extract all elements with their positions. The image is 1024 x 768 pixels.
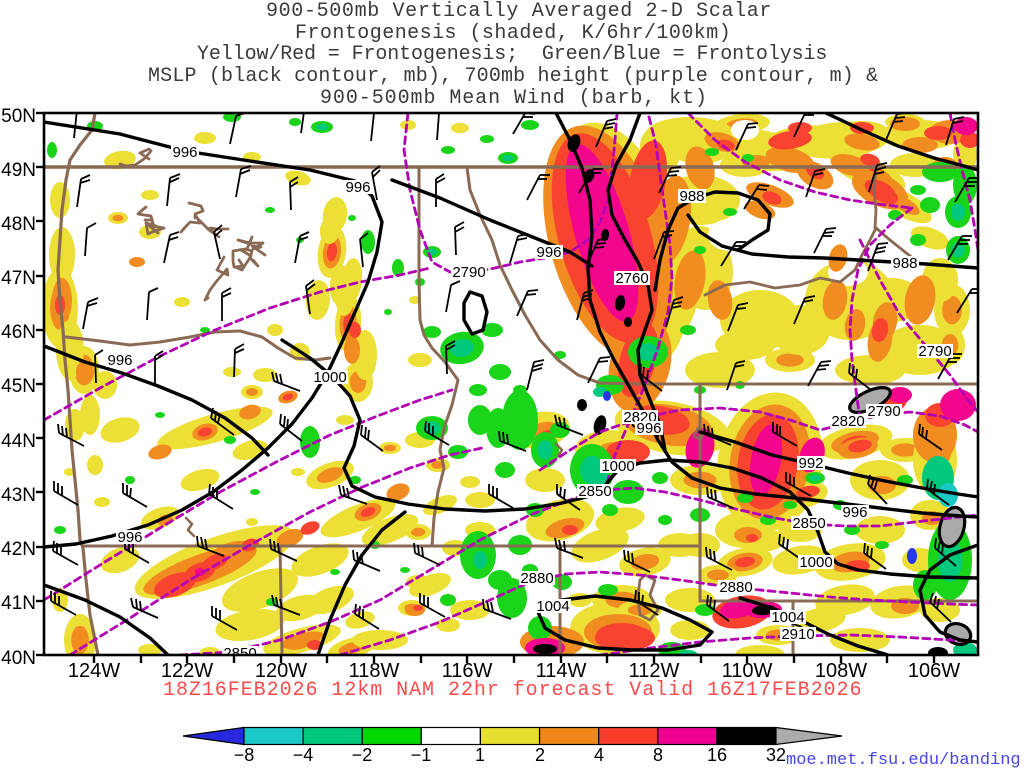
svg-text:2790: 2790 — [452, 264, 485, 281]
svg-text:2790: 2790 — [918, 343, 951, 360]
svg-text:−4: −4 — [293, 745, 314, 765]
svg-text:992: 992 — [798, 455, 823, 472]
svg-text:2910: 2910 — [781, 626, 814, 643]
svg-text:988: 988 — [892, 255, 917, 272]
svg-text:1000: 1000 — [601, 458, 634, 475]
svg-text:996: 996 — [345, 179, 370, 196]
svg-text:4: 4 — [594, 745, 604, 765]
svg-text:2850: 2850 — [223, 645, 256, 662]
svg-text:996: 996 — [636, 420, 661, 437]
svg-text:16: 16 — [707, 745, 727, 765]
svg-text:996: 996 — [842, 504, 867, 521]
svg-text:2850: 2850 — [578, 483, 611, 500]
svg-text:32: 32 — [766, 745, 786, 765]
svg-text:1004: 1004 — [536, 598, 569, 615]
svg-text:2790: 2790 — [867, 403, 900, 420]
svg-text:1000: 1000 — [313, 369, 346, 386]
svg-text:996: 996 — [107, 352, 132, 369]
svg-text:2760: 2760 — [615, 270, 648, 287]
svg-text:996: 996 — [536, 244, 561, 261]
svg-text:−2: −2 — [352, 745, 373, 765]
svg-text:1004: 1004 — [771, 609, 804, 626]
svg-text:−1: −1 — [411, 745, 432, 765]
svg-text:−8: −8 — [234, 745, 255, 765]
svg-text:1: 1 — [475, 745, 485, 765]
svg-text:1000: 1000 — [799, 554, 832, 571]
svg-text:988: 988 — [679, 188, 704, 205]
svg-text:8: 8 — [653, 745, 663, 765]
svg-text:2880: 2880 — [520, 570, 553, 587]
svg-text:2820: 2820 — [831, 413, 864, 430]
svg-text:2880: 2880 — [719, 579, 752, 596]
svg-text:996: 996 — [117, 529, 142, 546]
svg-text:996: 996 — [172, 144, 197, 161]
svg-text:2850: 2850 — [792, 515, 825, 532]
svg-text:2: 2 — [535, 745, 545, 765]
